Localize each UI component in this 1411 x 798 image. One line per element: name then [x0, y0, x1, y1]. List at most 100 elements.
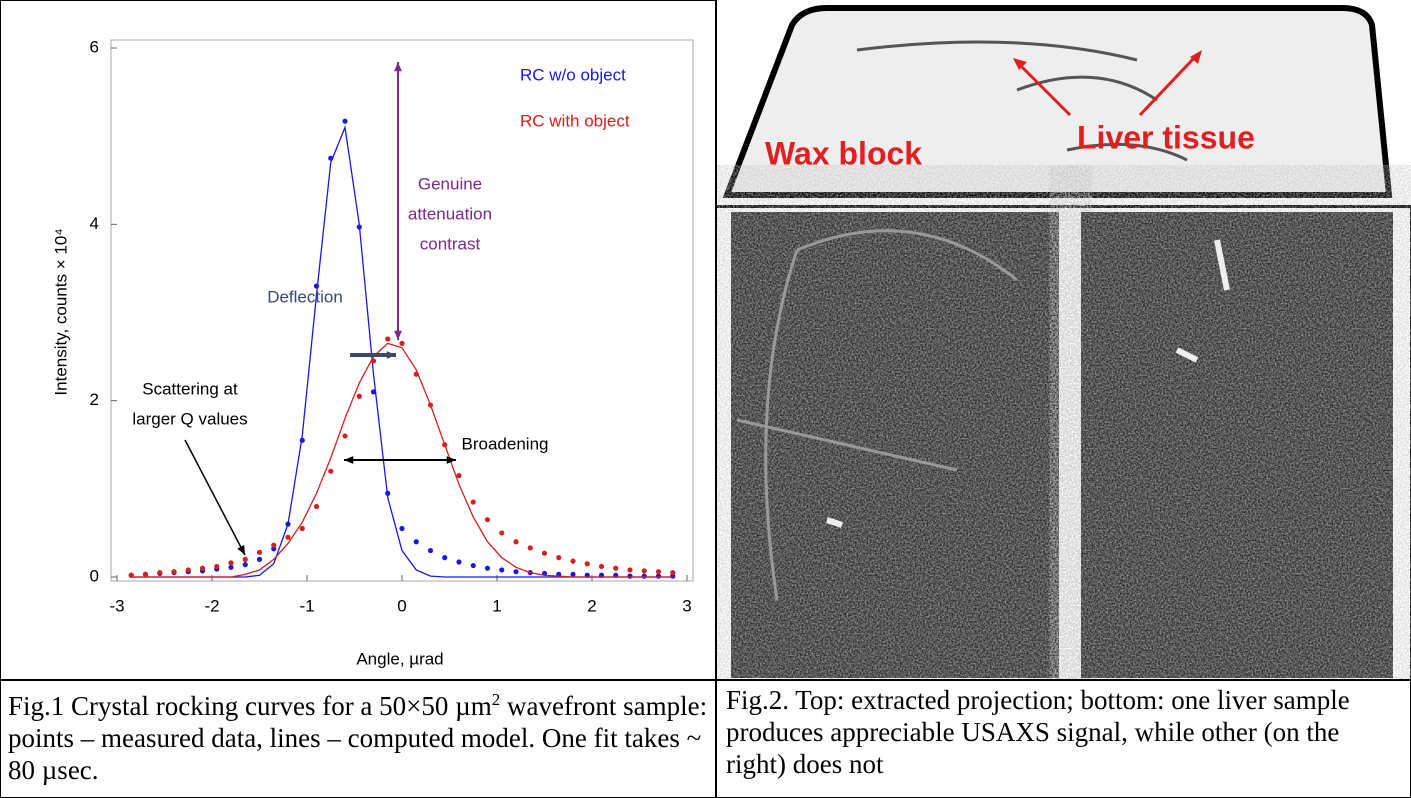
y-tick-label: 0 — [90, 566, 99, 585]
data-point — [357, 394, 362, 399]
data-point — [371, 389, 376, 394]
data-point — [570, 559, 575, 564]
x-tick-label: 2 — [587, 596, 596, 615]
ct-noise — [731, 212, 1059, 678]
page: Angle, µrad Intensity, counts × 10⁴ -3 -2… — [0, 0, 1411, 798]
data-point — [456, 473, 461, 478]
data-point — [399, 526, 404, 531]
data-point — [328, 156, 333, 161]
data-point — [300, 438, 305, 443]
arrowhead — [344, 456, 353, 464]
data-point — [670, 570, 675, 575]
data-point — [656, 569, 661, 574]
data-point — [499, 530, 504, 535]
x-tick-label: 1 — [492, 596, 501, 615]
data-point — [342, 433, 347, 438]
data-point — [243, 557, 248, 562]
data-point — [513, 539, 518, 544]
data-point — [442, 442, 447, 447]
data-point — [186, 567, 191, 572]
data-point — [456, 559, 461, 564]
data-point — [642, 574, 647, 579]
data-point — [129, 573, 134, 578]
legend-label: RC w/o object — [520, 65, 626, 84]
annotation: Deflection — [267, 287, 343, 306]
data-point — [357, 224, 362, 229]
data-point — [428, 548, 433, 553]
caption: Fig.1 Crystal rocking curves for a 50×50… — [8, 684, 708, 786]
caption-superscript: 2 — [492, 690, 501, 709]
data-point — [442, 555, 447, 560]
arrow — [185, 440, 245, 555]
data-point — [342, 119, 347, 124]
y-tick-label: 6 — [90, 37, 99, 56]
x-axis-label: Angle, µrad — [356, 649, 443, 668]
data-point — [371, 358, 376, 363]
x-tick-label: -2 — [204, 596, 219, 615]
y-tick-label: 4 — [90, 214, 99, 233]
chart: Angle, µrad Intensity, counts × 10⁴ -3 -2… — [0, 0, 715, 679]
x-tick-label: 3 — [682, 596, 691, 615]
annotation: contrast — [420, 234, 481, 253]
data-point — [414, 372, 419, 377]
image-label: Liver tissue — [1077, 119, 1255, 155]
data-point — [399, 341, 404, 346]
caption-text: Fig.2. Top: extracted projection; bottom… — [726, 685, 1350, 779]
data-point — [171, 569, 176, 574]
data-point — [570, 572, 575, 577]
y-axis-label: Intensity, counts × 10⁴ — [51, 228, 70, 395]
data-point — [471, 563, 476, 568]
data-point — [471, 499, 476, 504]
data-point — [257, 557, 262, 562]
x-tick-label: -1 — [299, 596, 314, 615]
data-point — [257, 550, 262, 555]
data-point — [585, 561, 590, 566]
data-point — [214, 564, 219, 569]
model-line — [131, 127, 673, 577]
annotation: Genuine — [418, 174, 482, 193]
arrowhead — [394, 331, 402, 340]
data-point — [300, 526, 305, 531]
data-point — [428, 402, 433, 407]
data-point — [642, 568, 647, 573]
annotation: larger Q values — [132, 409, 247, 428]
data-point — [271, 543, 276, 548]
data-point — [414, 539, 419, 544]
annotation: Scattering at — [142, 379, 238, 398]
data-point — [627, 574, 632, 579]
annotation: Broadening — [462, 434, 549, 453]
data-point — [285, 522, 290, 527]
data-point — [513, 569, 518, 574]
data-point — [528, 545, 533, 550]
data-point — [485, 517, 490, 522]
arrowhead — [387, 351, 396, 359]
data-point — [599, 564, 604, 569]
x-tick-label: -3 — [109, 596, 124, 615]
data-point — [328, 469, 333, 474]
data-point — [285, 535, 290, 540]
y-tick-label: 2 — [90, 390, 99, 409]
x-tick-label: 0 — [397, 596, 406, 615]
annotation: attenuation — [408, 204, 492, 223]
figure: Wax block Liver tissue — [717, 0, 1411, 679]
data-point — [627, 567, 632, 572]
image-label: Wax block — [765, 135, 922, 171]
data-point — [385, 491, 390, 496]
data-point — [314, 504, 319, 509]
data-point — [157, 570, 162, 575]
data-point — [556, 555, 561, 560]
data-point — [143, 572, 148, 577]
data-point — [499, 567, 504, 572]
data-point — [485, 566, 490, 571]
caption: Fig.2. Top: extracted projection; bottom… — [726, 684, 1406, 780]
data-point — [542, 551, 547, 556]
data-point — [200, 566, 205, 571]
caption-text: Fig.1 Crystal rocking curves for a 50×50… — [8, 691, 492, 721]
ct-noise — [1081, 212, 1393, 678]
legend-label: RC with object — [520, 111, 630, 130]
arrowhead — [394, 62, 402, 71]
data-point — [228, 560, 233, 565]
data-point — [243, 562, 248, 567]
divider — [717, 205, 1411, 208]
data-point — [385, 336, 390, 341]
